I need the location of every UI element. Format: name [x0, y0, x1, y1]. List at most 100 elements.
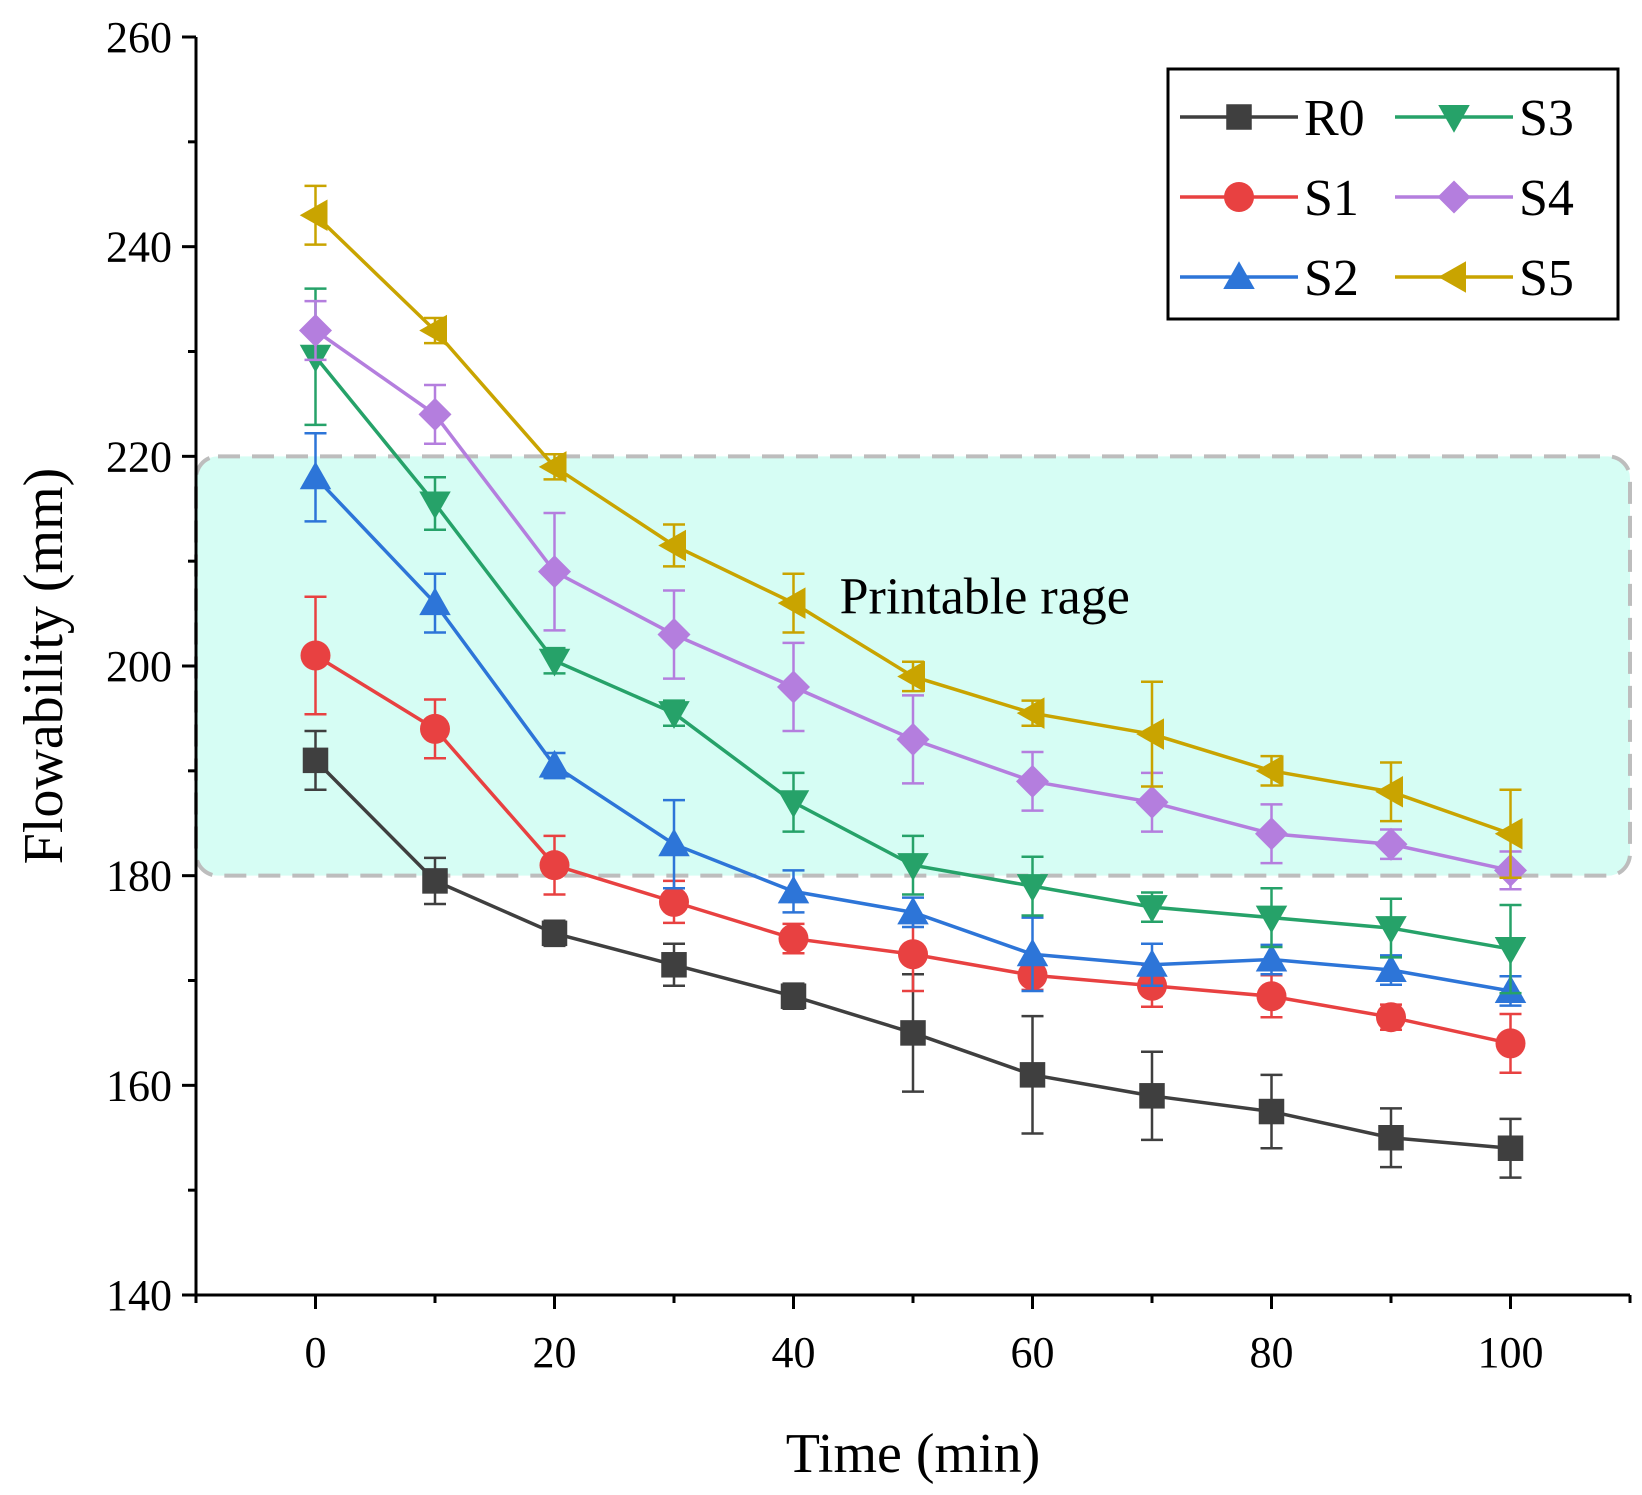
- legend-item-R0: R0: [1180, 90, 1365, 147]
- legend-marker: [1438, 105, 1470, 133]
- data-point-S3: [1016, 874, 1049, 902]
- series-layer: [299, 184, 1527, 1179]
- data-point-S5: [1494, 817, 1523, 850]
- data-point-S4: [1016, 764, 1049, 798]
- data-point-S4: [657, 618, 691, 652]
- legend-label: S2: [1304, 250, 1359, 307]
- data-point-S3: [1375, 916, 1407, 944]
- x-tick-label: 0: [305, 1328, 327, 1377]
- y-tick-label: 220: [106, 432, 172, 481]
- data-point-R0: [1139, 1083, 1165, 1109]
- x-tick-label: 60: [1011, 1328, 1055, 1377]
- data-point-S1: [778, 923, 809, 954]
- legend: R0 S1 S2 S3 S4 S5: [1166, 67, 1620, 321]
- data-point-S3: [419, 491, 451, 520]
- legend-label: S1: [1304, 170, 1359, 227]
- data-point-S1: [420, 713, 450, 744]
- data-point-R0: [302, 747, 329, 774]
- data-point-S1: [659, 886, 689, 917]
- data-point-R0: [1258, 1098, 1285, 1125]
- data-point-R0: [422, 868, 448, 894]
- data-point-S5: [1375, 776, 1403, 808]
- data-point-S4: [896, 722, 930, 756]
- series-S1: [300, 595, 1526, 1075]
- data-point-S5: [1255, 755, 1284, 787]
- series-S4: [299, 299, 1527, 891]
- y-tick-label: 240: [106, 223, 172, 272]
- legend-item-S4: S4: [1395, 170, 1574, 227]
- data-point-S2: [419, 587, 451, 616]
- legend-item-S1: S1: [1180, 170, 1359, 227]
- legend-label: S5: [1519, 250, 1574, 307]
- x-tick-label: 80: [1250, 1328, 1294, 1377]
- data-point-S2: [777, 875, 810, 904]
- legend-item-S2: S2: [1180, 250, 1359, 307]
- x-axis-title: Time (min): [786, 1423, 1041, 1485]
- data-point-S1: [300, 640, 331, 671]
- legend-label: S3: [1519, 90, 1574, 147]
- y-tick-label: 200: [106, 642, 172, 691]
- y-axis-title: Flowability (mm): [13, 468, 75, 865]
- legend-item-S3: S3: [1395, 90, 1574, 147]
- data-point-S3: [538, 648, 571, 677]
- data-point-R0: [900, 1020, 926, 1046]
- data-point-S2: [658, 828, 690, 857]
- data-point-S5: [299, 199, 328, 231]
- data-point-S1: [539, 850, 570, 881]
- data-point-S1: [1495, 1028, 1526, 1059]
- data-point-R0: [1019, 1062, 1046, 1088]
- data-point-S2: [538, 749, 571, 778]
- data-point-S3: [658, 701, 690, 729]
- data-point-S1: [1256, 981, 1287, 1012]
- legend-label: S4: [1519, 170, 1574, 227]
- axes-layer: 140 160 180 200 220 240 260 0 20 40 60 80 100 Time (m…: [13, 13, 1632, 1485]
- data-point-R0: [1497, 1135, 1524, 1161]
- series-R0: [302, 729, 1524, 1179]
- data-point-S2: [299, 461, 332, 490]
- legend-marker: [1437, 180, 1471, 214]
- x-tick-label: 40: [772, 1328, 816, 1377]
- data-point-S5: [777, 587, 806, 619]
- data-point-R0: [1378, 1125, 1404, 1151]
- data-point-S4: [1135, 785, 1169, 819]
- data-point-S3: [1494, 937, 1527, 965]
- data-point-R0: [780, 983, 807, 1009]
- data-point-S2: [1016, 938, 1049, 967]
- x-tick-label: 20: [533, 1328, 577, 1377]
- y-tick-label: 260: [106, 13, 172, 62]
- legend-marker: [1438, 261, 1466, 293]
- series-S5: [299, 184, 1523, 880]
- data-point-S5: [538, 451, 567, 483]
- legend-label: R0: [1304, 90, 1365, 147]
- data-point-S1: [898, 939, 928, 970]
- data-point-S4: [538, 555, 571, 589]
- data-point-S3: [1136, 895, 1168, 923]
- data-point-S4: [1374, 827, 1408, 861]
- legend-marker: [1224, 182, 1254, 212]
- y-tick-label: 160: [106, 1061, 172, 1110]
- legend-item-S5: S5: [1395, 250, 1574, 307]
- data-point-S5: [419, 314, 447, 347]
- data-point-S4: [418, 397, 452, 431]
- data-point-S4: [1255, 817, 1288, 851]
- legend-marker: [1226, 104, 1252, 130]
- data-point-R0: [661, 952, 687, 978]
- data-point-S2: [897, 896, 929, 925]
- data-point-S2: [1375, 954, 1407, 983]
- data-point-S5: [1016, 697, 1045, 729]
- data-point-S4: [777, 670, 810, 704]
- data-point-S3: [1255, 905, 1288, 934]
- y-tick-label: 180: [106, 852, 172, 901]
- legend-marker: [1223, 261, 1255, 289]
- data-point-S4: [299, 314, 332, 348]
- series-S2: [299, 432, 1527, 1007]
- printable-range-label: Printable rage: [840, 569, 1130, 626]
- data-point-S5: [1136, 718, 1164, 750]
- series-S3: [299, 287, 1527, 995]
- y-tick-label: 140: [106, 1271, 172, 1320]
- data-point-S5: [897, 660, 925, 693]
- data-point-S2: [1255, 943, 1288, 972]
- x-tick-label: 100: [1478, 1328, 1544, 1377]
- data-point-R0: [541, 920, 568, 947]
